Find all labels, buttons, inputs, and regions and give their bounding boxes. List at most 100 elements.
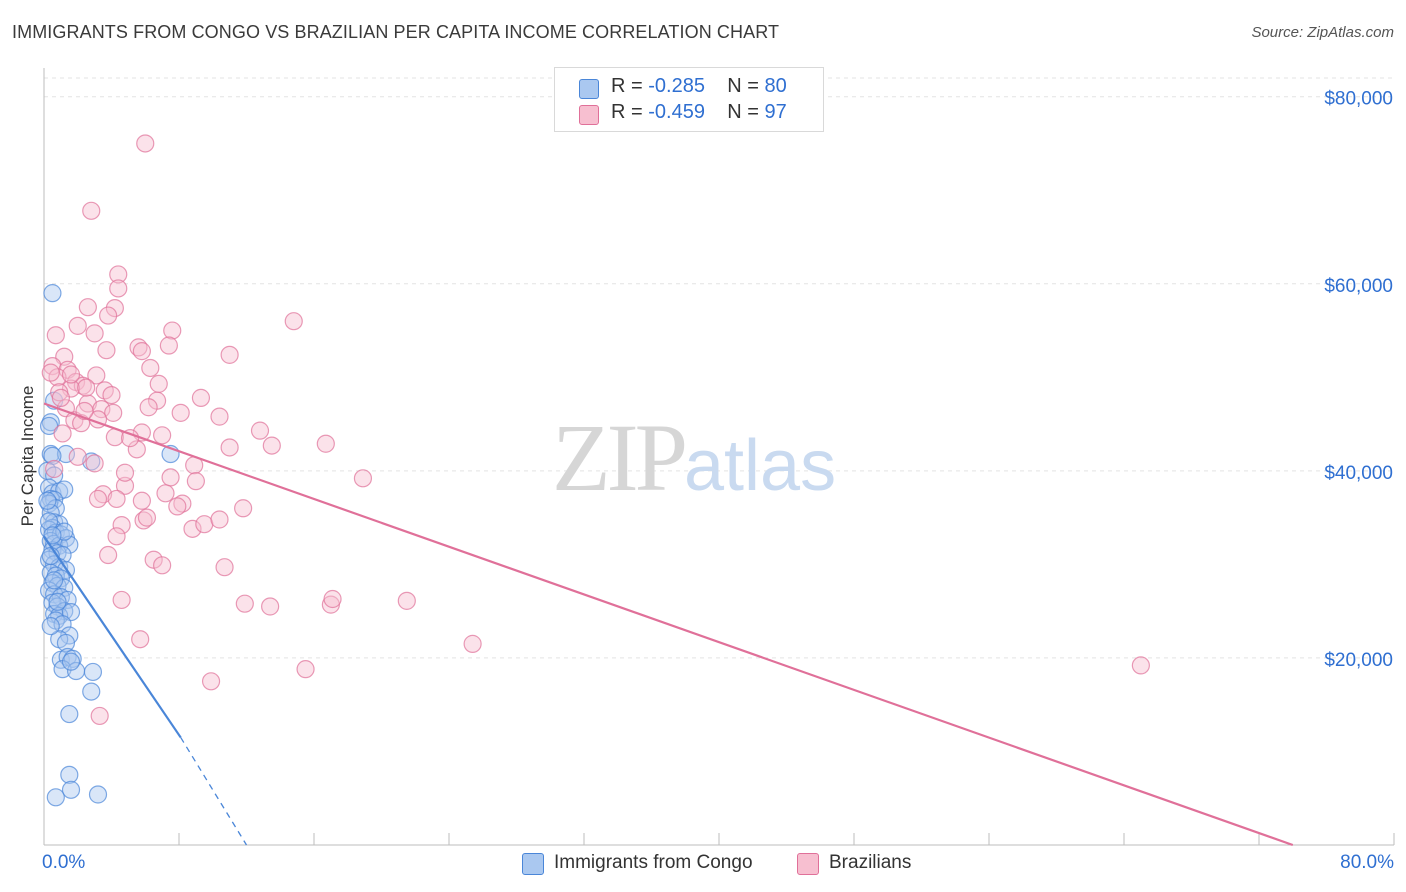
brazilians-point — [397, 591, 416, 610]
congo-trend-line — [43, 535, 182, 739]
brazilians-point — [171, 403, 190, 422]
brazilians-point — [234, 499, 253, 518]
brazilians-point — [107, 527, 126, 546]
brazilians-point — [261, 597, 280, 616]
congo-trend-extension — [180, 737, 248, 846]
brazilians-point — [132, 342, 151, 361]
legend-label-congo: Immigrants from Congo — [554, 852, 753, 873]
brazilians-point — [46, 326, 65, 345]
brazilians-point — [87, 366, 106, 385]
brazilians-point — [153, 556, 172, 575]
series-brazilians — [41, 134, 1150, 726]
legend-label-brazilians: Brazilians — [829, 852, 912, 873]
brazilians-point — [109, 265, 128, 284]
brazilians-point — [85, 454, 104, 473]
brazilians-swatch — [579, 105, 599, 125]
brazilians-point — [43, 356, 62, 376]
brazilians-point — [210, 510, 229, 529]
congo-point — [61, 780, 81, 799]
brazilians-point — [195, 515, 214, 534]
brazilians-point — [99, 545, 118, 565]
source-label: Source: ZipAtlas.com — [1251, 24, 1394, 41]
brazilians-point — [53, 424, 72, 443]
brazilians-point — [85, 324, 104, 343]
brazilians-point — [153, 426, 172, 445]
brazilians-point — [112, 590, 131, 610]
brazilians-point — [120, 429, 140, 448]
brazilians-point — [463, 634, 482, 653]
brazilians-point — [323, 589, 342, 609]
x-max-label: 80.0% — [1340, 852, 1394, 873]
brazilians-point — [78, 298, 97, 317]
r-value-congo: -0.285 — [648, 75, 705, 97]
brazilians-point — [163, 321, 182, 340]
congo-point — [60, 765, 79, 784]
congo-point — [45, 571, 64, 590]
brazilians-point — [115, 463, 135, 482]
brazilians-point — [99, 306, 118, 325]
brazilians-point — [220, 345, 239, 364]
brazilians-point — [109, 279, 128, 298]
brazilians-point — [127, 440, 146, 459]
watermark: ZIPatlas — [552, 402, 836, 513]
brazilians-point — [41, 363, 60, 382]
brazilians-point — [134, 511, 153, 530]
brazilians-point — [186, 472, 205, 491]
r-label: R = — [611, 75, 649, 97]
congo-point — [88, 785, 108, 804]
congo-point — [83, 662, 103, 682]
n-label: N = — [727, 101, 765, 123]
congo-swatch — [579, 79, 599, 99]
congo-point — [60, 704, 79, 724]
brazilians-point — [45, 459, 64, 479]
brazilians-point — [220, 438, 239, 457]
brazilians-point — [137, 508, 157, 527]
brazilians-point — [173, 494, 192, 513]
watermark-atlas: atlas — [684, 426, 837, 506]
gridlines — [44, 77, 1394, 659]
brazilians-point — [149, 374, 168, 393]
congo-point — [56, 633, 76, 653]
brazilians-point — [296, 660, 315, 679]
n-value-congo: 80 — [764, 75, 787, 97]
brazilians-point — [201, 672, 221, 691]
congo-point — [43, 284, 62, 303]
congo-point — [43, 526, 62, 545]
brazilians-point — [168, 497, 187, 516]
brazilians-point — [210, 407, 229, 426]
brazilians-point — [139, 398, 158, 417]
congo-point — [39, 512, 59, 531]
brazilians-point — [132, 491, 151, 510]
series-congo — [38, 284, 180, 807]
brazilians-point — [115, 476, 135, 495]
brazilians-point — [77, 378, 96, 397]
congo-point — [55, 522, 74, 541]
congo-point — [41, 617, 60, 636]
brazilians-point — [215, 558, 234, 577]
brazilians-point — [191, 388, 211, 407]
brazilians-point — [353, 469, 373, 488]
r-label: R = — [611, 101, 649, 123]
brazilians-point — [51, 388, 70, 407]
trend-lines — [43, 402, 1294, 847]
watermark-zip: ZIP — [552, 404, 688, 511]
y-tick-label: $80,000 — [1324, 89, 1393, 110]
brazilians-point — [141, 358, 160, 378]
brazilians-point — [68, 447, 87, 466]
brazilians-trend-line — [43, 402, 1294, 847]
brazilians-point — [250, 421, 270, 440]
brazilians-point — [262, 436, 281, 455]
congo-point — [48, 592, 67, 611]
x-min-label: 0.0% — [42, 852, 86, 873]
y-tick-label: $40,000 — [1324, 463, 1393, 484]
chart-title: IMMIGRANTS FROM CONGO VS BRAZILIAN PER C… — [12, 22, 780, 42]
brazilians-point — [107, 489, 126, 509]
brazilians-point — [68, 316, 87, 335]
brazilians-point — [97, 341, 116, 360]
n-value-brazilians: 97 — [764, 101, 787, 123]
brazilians-point — [235, 594, 254, 613]
y-tick-label: $60,000 — [1324, 276, 1393, 297]
brazilians-point — [316, 434, 335, 453]
legend-swatch-brazilians — [797, 853, 819, 875]
